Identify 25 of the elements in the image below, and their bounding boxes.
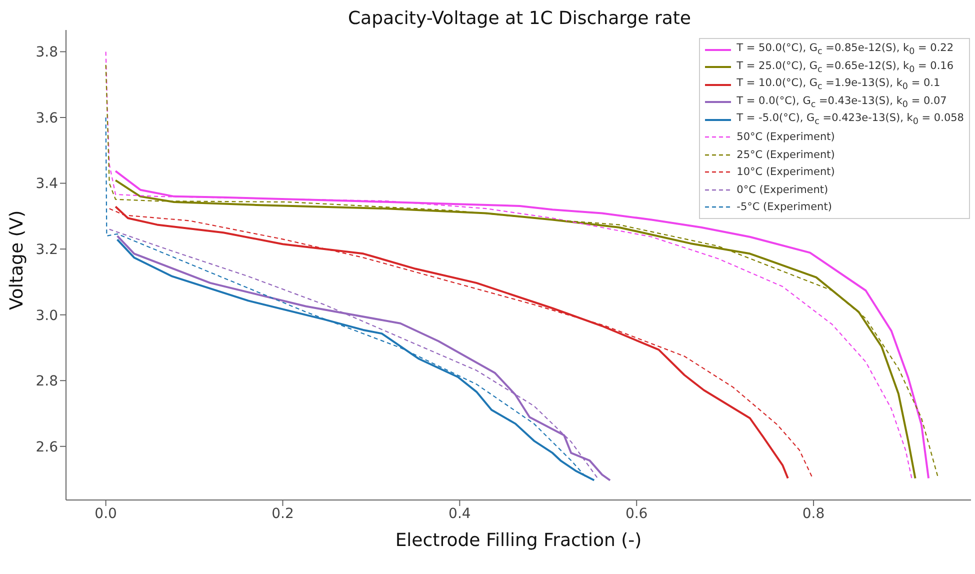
legend-label: T = 10.0(°C), G$_{c}$ =1.9e-13(S), k$_{0}$ = 0.1 xyxy=(736,77,940,92)
y-tick-label: 3.2 xyxy=(36,242,58,258)
legend-label: T = 0.0(°C), G$_{c}$ =0.43e-13(S), k$_{0}$ = 0.07 xyxy=(736,94,947,110)
x-tick-label: 0.2 xyxy=(272,506,294,522)
chart-title: Capacity-Voltage at 1C Discharge rate xyxy=(346,8,692,29)
y-axis-title: Voltage (V) xyxy=(6,210,28,310)
legend-label: -5°C (Experiment) xyxy=(736,201,832,214)
y-tick-label: 3.8 xyxy=(36,44,58,61)
y-tick-label: 3.6 xyxy=(36,110,58,126)
x-axis-title: Electrode Filling Fraction (-) xyxy=(395,530,642,551)
legend-label: 10°C (Experiment) xyxy=(736,166,835,178)
x-tick-label: 0.4 xyxy=(448,506,471,522)
legend-label: 0°C (Experiment) xyxy=(736,184,828,196)
x-tick-label: 0.8 xyxy=(802,506,825,522)
legend-label: 50°C (Experiment) xyxy=(736,131,835,144)
legend-label: T = 50.0(°C), G$_{c}$ =0.85e-12(S), k$_{0}$ = 0.22 xyxy=(736,42,954,58)
y-tick-label: 2.6 xyxy=(36,439,58,456)
x-tick-label: 0.6 xyxy=(625,506,648,522)
legend-label: T = -5.0(°C), G$_{c}$ =0.423e-13(S), k$_{0}$ = 0.058 xyxy=(736,112,964,128)
legend-label: 25°C (Experiment) xyxy=(736,148,835,161)
legend-label: T = 25.0(°C), G$_{c}$ =0.65e-12(S), k$_{0}$ = 0.16 xyxy=(736,60,954,75)
x-tick-label: 0.0 xyxy=(94,506,117,522)
y-tick-label: 3.0 xyxy=(36,308,58,324)
y-tick-label: 3.4 xyxy=(36,176,58,192)
y-tick-label: 2.8 xyxy=(36,374,58,390)
